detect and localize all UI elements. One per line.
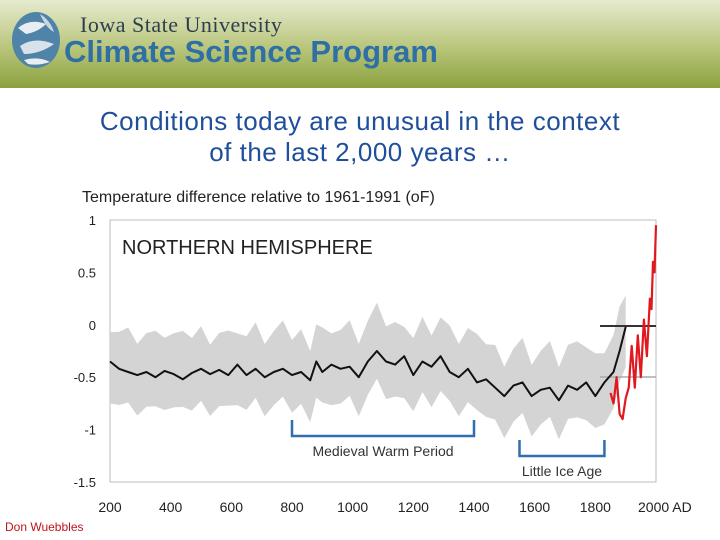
x-tick-label: 1000 [337, 499, 368, 515]
university-name: Iowa State University [80, 12, 283, 37]
y-tick-label: 0.5 [78, 265, 96, 280]
y-tick-label: -1.5 [74, 475, 96, 490]
y-tick-label: -0.5 [74, 370, 96, 385]
header-banner: Iowa State University Climate Science Pr… [0, 0, 720, 88]
annotation-label: Medieval Warm Period [312, 443, 453, 459]
series-group [109, 225, 658, 421]
annotation-bracket [290, 420, 476, 438]
instrumental-line [609, 225, 658, 421]
x-tick-label: 800 [280, 499, 304, 515]
annotation-bracket [518, 440, 606, 458]
slide-title: Conditions today are unusual in the cont… [0, 106, 720, 168]
x-tick-label: 1800 [580, 499, 611, 515]
program-name: Climate Science Program [64, 34, 438, 69]
uncertainty-band [110, 295, 626, 440]
slide-title-line-2: of the last 2,000 years … [209, 137, 511, 167]
y-tick-label: 1 [89, 213, 96, 228]
x-tick-label: 200 [98, 499, 122, 515]
x-tick-label: 1400 [458, 499, 489, 515]
x-tick-label: 1600 [519, 499, 550, 515]
y-tick-label: -1 [84, 423, 96, 438]
globe-logo-icon [12, 12, 60, 68]
temperature-chart: Temperature difference relative to 1961-… [74, 189, 692, 515]
panel-label: NORTHERN HEMISPHERE [122, 237, 373, 259]
author-credit: Don Wuebbles [5, 520, 84, 534]
uncertainty-band-area [110, 295, 626, 440]
y-axis-ticks: 1 0.5 0 -0.5 -1 -1.5 [74, 213, 96, 490]
chart-title: Temperature difference relative to 1961-… [82, 189, 435, 206]
x-axis-ticks: 200 400 600 800 1000 1200 1400 1600 1800 2000 AD [98, 499, 691, 515]
x-tick-label: 600 [220, 499, 244, 515]
x-tick-label: 2000 AD [638, 499, 692, 515]
annotation-label: Little Ice Age [522, 463, 602, 479]
y-tick-label: 0 [89, 318, 96, 333]
slide-title-line-1: Conditions today are unusual in the cont… [99, 106, 621, 136]
x-tick-label: 1200 [398, 499, 429, 515]
reconstruction-line [109, 326, 627, 402]
annotations: Medieval Warm Period Little Ice Age [290, 420, 606, 479]
x-tick-label: 400 [159, 499, 183, 515]
